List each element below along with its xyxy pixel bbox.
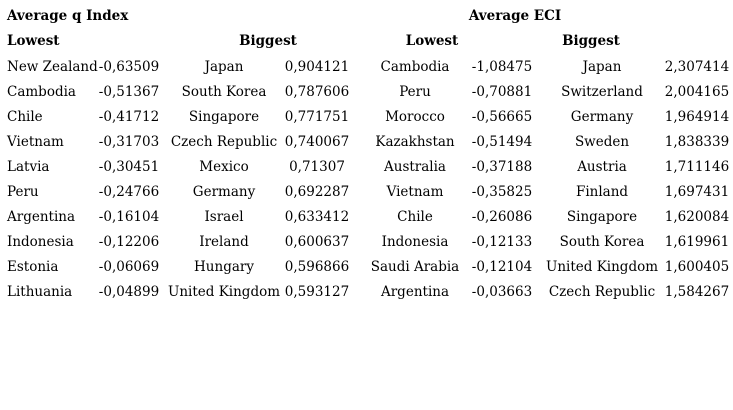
value-cell: -0,35825 [471,184,533,200]
country-cell: Kazakhstan [375,134,455,150]
value-cell: -0,24766 [98,184,160,200]
country-cell: Japan [582,59,622,75]
value-cell: 0,692287 [284,184,350,200]
section-title-average-eci: Average ECI [468,8,562,24]
country-cell: Indonesia [381,234,449,250]
value-cell: -0,30451 [98,159,160,175]
value-cell: 1,584267 [664,284,730,300]
value-cell: 1,697431 [664,184,730,200]
value-cell: -1,08475 [471,59,533,75]
country-cell: Chile [397,209,433,225]
value-cell: 0,904121 [284,59,350,75]
country-cell: Japan [204,59,244,75]
column-header-eci-lowest: Lowest [405,33,459,49]
value-cell: 0,771751 [284,109,350,125]
table-average-eci: Cambodia -1,08475 Japan 2,307414 Peru -0… [369,55,733,305]
value-cell: -0,04899 [98,284,160,300]
country-cell: Lithuania [7,284,73,300]
value-cell: 1,620084 [664,209,730,225]
value-cell: -0,03663 [471,284,533,300]
value-cell: 1,600405 [664,259,730,275]
value-cell: -0,16104 [98,209,160,225]
value-cell: -0,12133 [471,234,533,250]
value-cell: 0,593127 [284,284,350,300]
value-cell: -0,12206 [98,234,160,250]
country-cell: Argentina [380,284,449,300]
country-cell: Germany [192,184,256,200]
country-cell: Argentina [7,209,76,225]
country-cell: Estonia [7,259,59,275]
value-cell: -0,70881 [471,84,533,100]
value-cell: -0,63509 [98,59,160,75]
country-cell: Indonesia [7,234,74,250]
country-cell: Cambodia [380,59,450,75]
country-cell: Ireland [199,234,249,250]
value-cell: 0,71307 [289,159,345,175]
value-cell: 1,711146 [664,159,730,175]
country-cell: Vietnam [386,184,444,200]
value-cell: 2,004165 [664,84,730,100]
country-cell: South Korea [559,234,645,250]
value-cell: 0,596866 [284,259,350,275]
value-cell: 0,600637 [284,234,350,250]
value-cell: -0,26086 [471,209,533,225]
value-cell: 0,633412 [284,209,350,225]
value-cell: -0,06069 [98,259,160,275]
country-cell: Chile [7,109,43,125]
table-average-q-index: New Zealand -0,63509 Japan 0,904121 Camb… [0,55,351,305]
country-cell: Germany [570,109,634,125]
country-cell: Peru [399,84,431,100]
country-cell: Czech Republic [170,134,278,150]
column-header-q-biggest: Biggest [239,33,297,49]
value-cell: -0,51367 [98,84,160,100]
country-cell: United Kingdom [545,259,659,275]
value-cell: 1,619961 [664,234,730,250]
value-cell: 2,307414 [664,59,730,75]
country-cell: Switzerland [561,84,643,100]
column-header-eci-biggest: Biggest [562,33,620,49]
country-cell: Czech Republic [548,284,656,300]
country-cell: Mexico [199,159,249,175]
country-cell: Saudi Arabia [370,259,460,275]
value-cell: 1,964914 [664,109,730,125]
country-cell: Sweden [574,134,630,150]
value-cell: 0,787606 [284,84,350,100]
value-cell: -0,31703 [98,134,160,150]
column-header-q-lowest: Lowest [7,33,60,49]
country-cell: Peru [7,184,39,200]
value-cell: -0,41712 [98,109,160,125]
country-cell: Singapore [188,109,260,125]
country-cell: Austria [577,159,627,175]
country-cell: Israel [204,209,244,225]
value-cell: -0,56665 [471,109,533,125]
value-cell: -0,51494 [471,134,533,150]
country-cell: New Zealand [7,59,98,75]
section-title-average-q-index: Average q Index [7,8,129,24]
country-cell: Hungary [194,259,254,275]
country-cell: Finland [575,184,629,200]
country-cell: Singapore [566,209,638,225]
value-cell: 0,740067 [284,134,350,150]
country-cell: Cambodia [7,84,76,100]
country-cell: Australia [384,159,446,175]
country-cell: Latvia [7,159,50,175]
country-cell: United Kingdom [167,284,281,300]
country-cell: South Korea [181,84,267,100]
value-cell: -0,12104 [471,259,533,275]
value-cell: -0,37188 [471,159,533,175]
country-cell: Vietnam [7,134,64,150]
value-cell: 1,838339 [664,134,730,150]
country-cell: Morocco [385,109,445,125]
